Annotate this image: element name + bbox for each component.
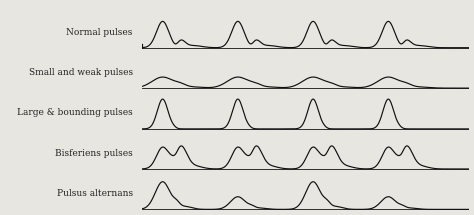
Text: Small and weak pulses: Small and weak pulses [28, 68, 133, 77]
Text: Bisferiens pulses: Bisferiens pulses [55, 149, 133, 158]
Text: Normal pulses: Normal pulses [66, 28, 133, 37]
Text: Large & bounding pulses: Large & bounding pulses [17, 108, 133, 117]
Text: Pulsus alternans: Pulsus alternans [56, 189, 133, 198]
